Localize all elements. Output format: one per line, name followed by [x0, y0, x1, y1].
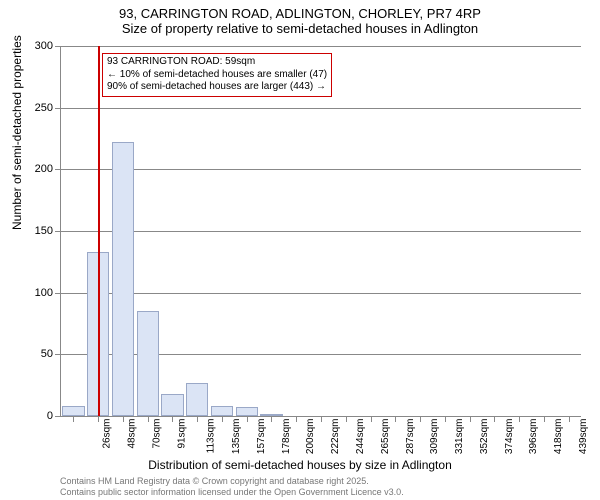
y-tick-label: 200 — [23, 163, 53, 175]
x-tick-label: 309sqm — [429, 419, 440, 455]
annotation-line-1: 93 CARRINGTON ROAD: 59sqm — [107, 56, 327, 69]
x-tick — [123, 416, 124, 422]
x-tick — [420, 416, 421, 422]
x-tick-label: 222sqm — [330, 419, 341, 455]
histogram-bar — [236, 407, 258, 416]
x-tick — [247, 416, 248, 422]
histogram-bar — [260, 414, 282, 416]
x-tick — [371, 416, 372, 422]
annotation-box: 93 CARRINGTON ROAD: 59sqm← 10% of semi-d… — [102, 53, 332, 97]
chart-title: 93, CARRINGTON ROAD, ADLINGTON, CHORLEY,… — [0, 0, 600, 21]
x-tick — [519, 416, 520, 422]
y-tick-label: 150 — [23, 225, 53, 237]
y-tick — [55, 231, 61, 232]
y-tick-label: 250 — [23, 102, 53, 114]
y-tick — [55, 108, 61, 109]
x-tick — [395, 416, 396, 422]
x-tick — [197, 416, 198, 422]
annotation-line-3: 90% of semi-detached houses are larger (… — [107, 81, 327, 94]
x-tick — [222, 416, 223, 422]
x-tick — [445, 416, 446, 422]
x-tick-label: 331sqm — [454, 419, 465, 455]
gridline — [61, 169, 581, 170]
y-tick-label: 0 — [23, 410, 53, 422]
gridline — [61, 46, 581, 47]
chart-container: 93, CARRINGTON ROAD, ADLINGTON, CHORLEY,… — [0, 0, 600, 500]
y-tick-label: 50 — [23, 348, 53, 360]
x-tick — [470, 416, 471, 422]
x-tick-label: 200sqm — [306, 419, 317, 455]
annotation-line-2: ← 10% of semi-detached houses are smalle… — [107, 69, 327, 82]
y-tick-label: 300 — [23, 40, 53, 52]
y-tick — [55, 416, 61, 417]
gridline — [61, 108, 581, 109]
histogram-bar — [62, 406, 84, 416]
x-tick-label: 48sqm — [127, 419, 138, 449]
y-tick — [55, 169, 61, 170]
y-tick — [55, 46, 61, 47]
chart-area: 05010015020025030026sqm48sqm70sqm91sqm11… — [60, 46, 580, 416]
x-tick-label: 113sqm — [206, 419, 217, 454]
y-axis-title: Number of semi-detached properties — [10, 35, 24, 230]
x-tick — [73, 416, 74, 422]
x-tick — [296, 416, 297, 422]
histogram-bar — [137, 311, 159, 416]
x-tick — [494, 416, 495, 422]
plot-region: 05010015020025030026sqm48sqm70sqm91sqm11… — [60, 46, 581, 417]
x-tick — [98, 416, 99, 422]
x-tick — [569, 416, 570, 422]
x-tick-label: 418sqm — [553, 419, 564, 455]
x-tick — [271, 416, 272, 422]
x-tick — [321, 416, 322, 422]
x-tick-label: 178sqm — [281, 419, 292, 455]
footer-attribution: Contains HM Land Registry data © Crown c… — [60, 476, 404, 498]
chart-subtitle: Size of property relative to semi-detach… — [0, 21, 600, 36]
gridline — [61, 231, 581, 232]
y-tick — [55, 354, 61, 355]
histogram-bar — [161, 394, 183, 416]
footer-line-1: Contains HM Land Registry data © Crown c… — [60, 476, 404, 487]
histogram-bar — [211, 406, 233, 416]
x-tick-label: 91sqm — [176, 419, 187, 449]
x-tick-label: 265sqm — [380, 419, 391, 455]
x-tick-label: 374sqm — [504, 419, 515, 455]
x-tick — [544, 416, 545, 422]
x-tick-label: 157sqm — [256, 419, 267, 455]
x-tick-label: 352sqm — [479, 419, 490, 455]
x-tick-label: 396sqm — [528, 419, 539, 455]
reference-line — [98, 46, 100, 416]
x-tick — [346, 416, 347, 422]
x-tick-label: 70sqm — [151, 419, 162, 449]
x-tick-label: 244sqm — [355, 419, 366, 455]
x-tick — [148, 416, 149, 422]
y-tick-label: 100 — [23, 287, 53, 299]
gridline — [61, 293, 581, 294]
x-tick-label: 26sqm — [102, 419, 113, 449]
x-tick-label: 439sqm — [578, 419, 589, 455]
y-tick — [55, 293, 61, 294]
x-tick — [172, 416, 173, 422]
x-axis-title: Distribution of semi-detached houses by … — [0, 458, 600, 472]
footer-line-2: Contains public sector information licen… — [60, 487, 404, 498]
x-tick-label: 135sqm — [231, 419, 242, 455]
histogram-bar — [112, 142, 134, 416]
x-tick-label: 287sqm — [405, 419, 416, 455]
histogram-bar — [186, 383, 208, 416]
